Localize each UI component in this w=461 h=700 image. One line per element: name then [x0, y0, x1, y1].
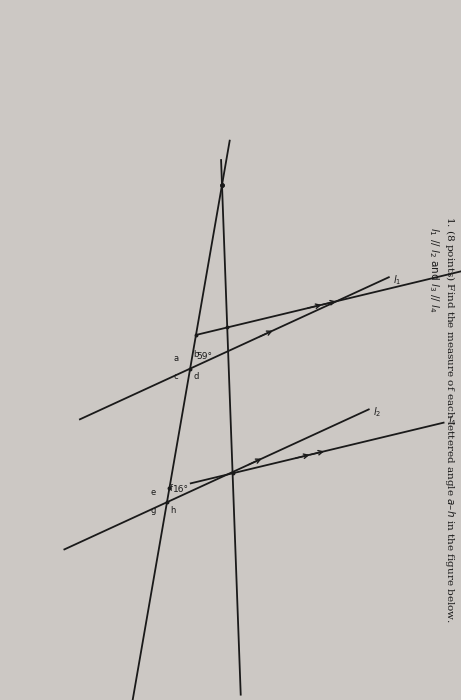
Text: $l_1$: $l_1$	[393, 273, 401, 287]
Text: h: h	[170, 505, 175, 514]
Text: 1. (8 points) Find the measure of each lettered angle $a$–$h$ in the figure belo: 1. (8 points) Find the measure of each l…	[443, 216, 457, 624]
Text: f: f	[170, 484, 173, 493]
Text: c: c	[174, 372, 178, 381]
Text: d: d	[193, 372, 199, 381]
Text: $l_2$: $l_2$	[373, 405, 381, 419]
Text: $l_4$: $l_4$	[448, 414, 456, 428]
Text: e: e	[150, 488, 156, 497]
Text: a: a	[174, 354, 179, 363]
Text: 16°: 16°	[173, 485, 189, 494]
Text: $l_1$ // $l_2$ and $l_3$ // $l_4$: $l_1$ // $l_2$ and $l_3$ // $l_4$	[427, 227, 441, 313]
Text: 59°: 59°	[196, 351, 212, 360]
Text: b: b	[193, 350, 199, 359]
Text: g: g	[150, 505, 156, 514]
